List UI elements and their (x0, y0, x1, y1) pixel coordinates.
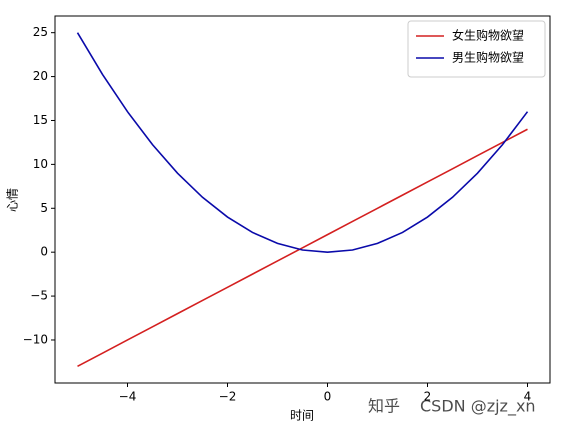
x-tick-label: 4 (524, 390, 532, 404)
legend-label: 女生购物欲望 (452, 28, 524, 43)
watermark: 知乎 (368, 397, 400, 416)
watermark: CSDN @zjz_xn (420, 397, 536, 417)
line-series (76, 32, 529, 253)
legend-label: 男生购物欲望 (452, 50, 524, 65)
x-tick-label: −2 (219, 390, 237, 404)
y-tick-label: 25 (33, 25, 48, 39)
y-tick-label: 20 (33, 69, 48, 83)
x-tick-label: 0 (324, 390, 332, 404)
y-tick-label: −5 (30, 289, 48, 303)
y-axis-label: 心情 (6, 188, 20, 212)
legend-box (407, 20, 546, 78)
plot-frame (54, 15, 551, 384)
y-tick-label: −10 (23, 332, 48, 346)
x-axis-label: 时间 (290, 409, 314, 423)
y-tick-label: 0 (40, 245, 48, 259)
line-series (77, 128, 528, 368)
x-tick-label: 2 (424, 390, 432, 404)
y-tick-label: 5 (40, 201, 48, 215)
y-tick-label: 15 (33, 113, 48, 127)
y-tick-label: 10 (33, 157, 48, 171)
x-tick-label: −4 (119, 390, 137, 404)
